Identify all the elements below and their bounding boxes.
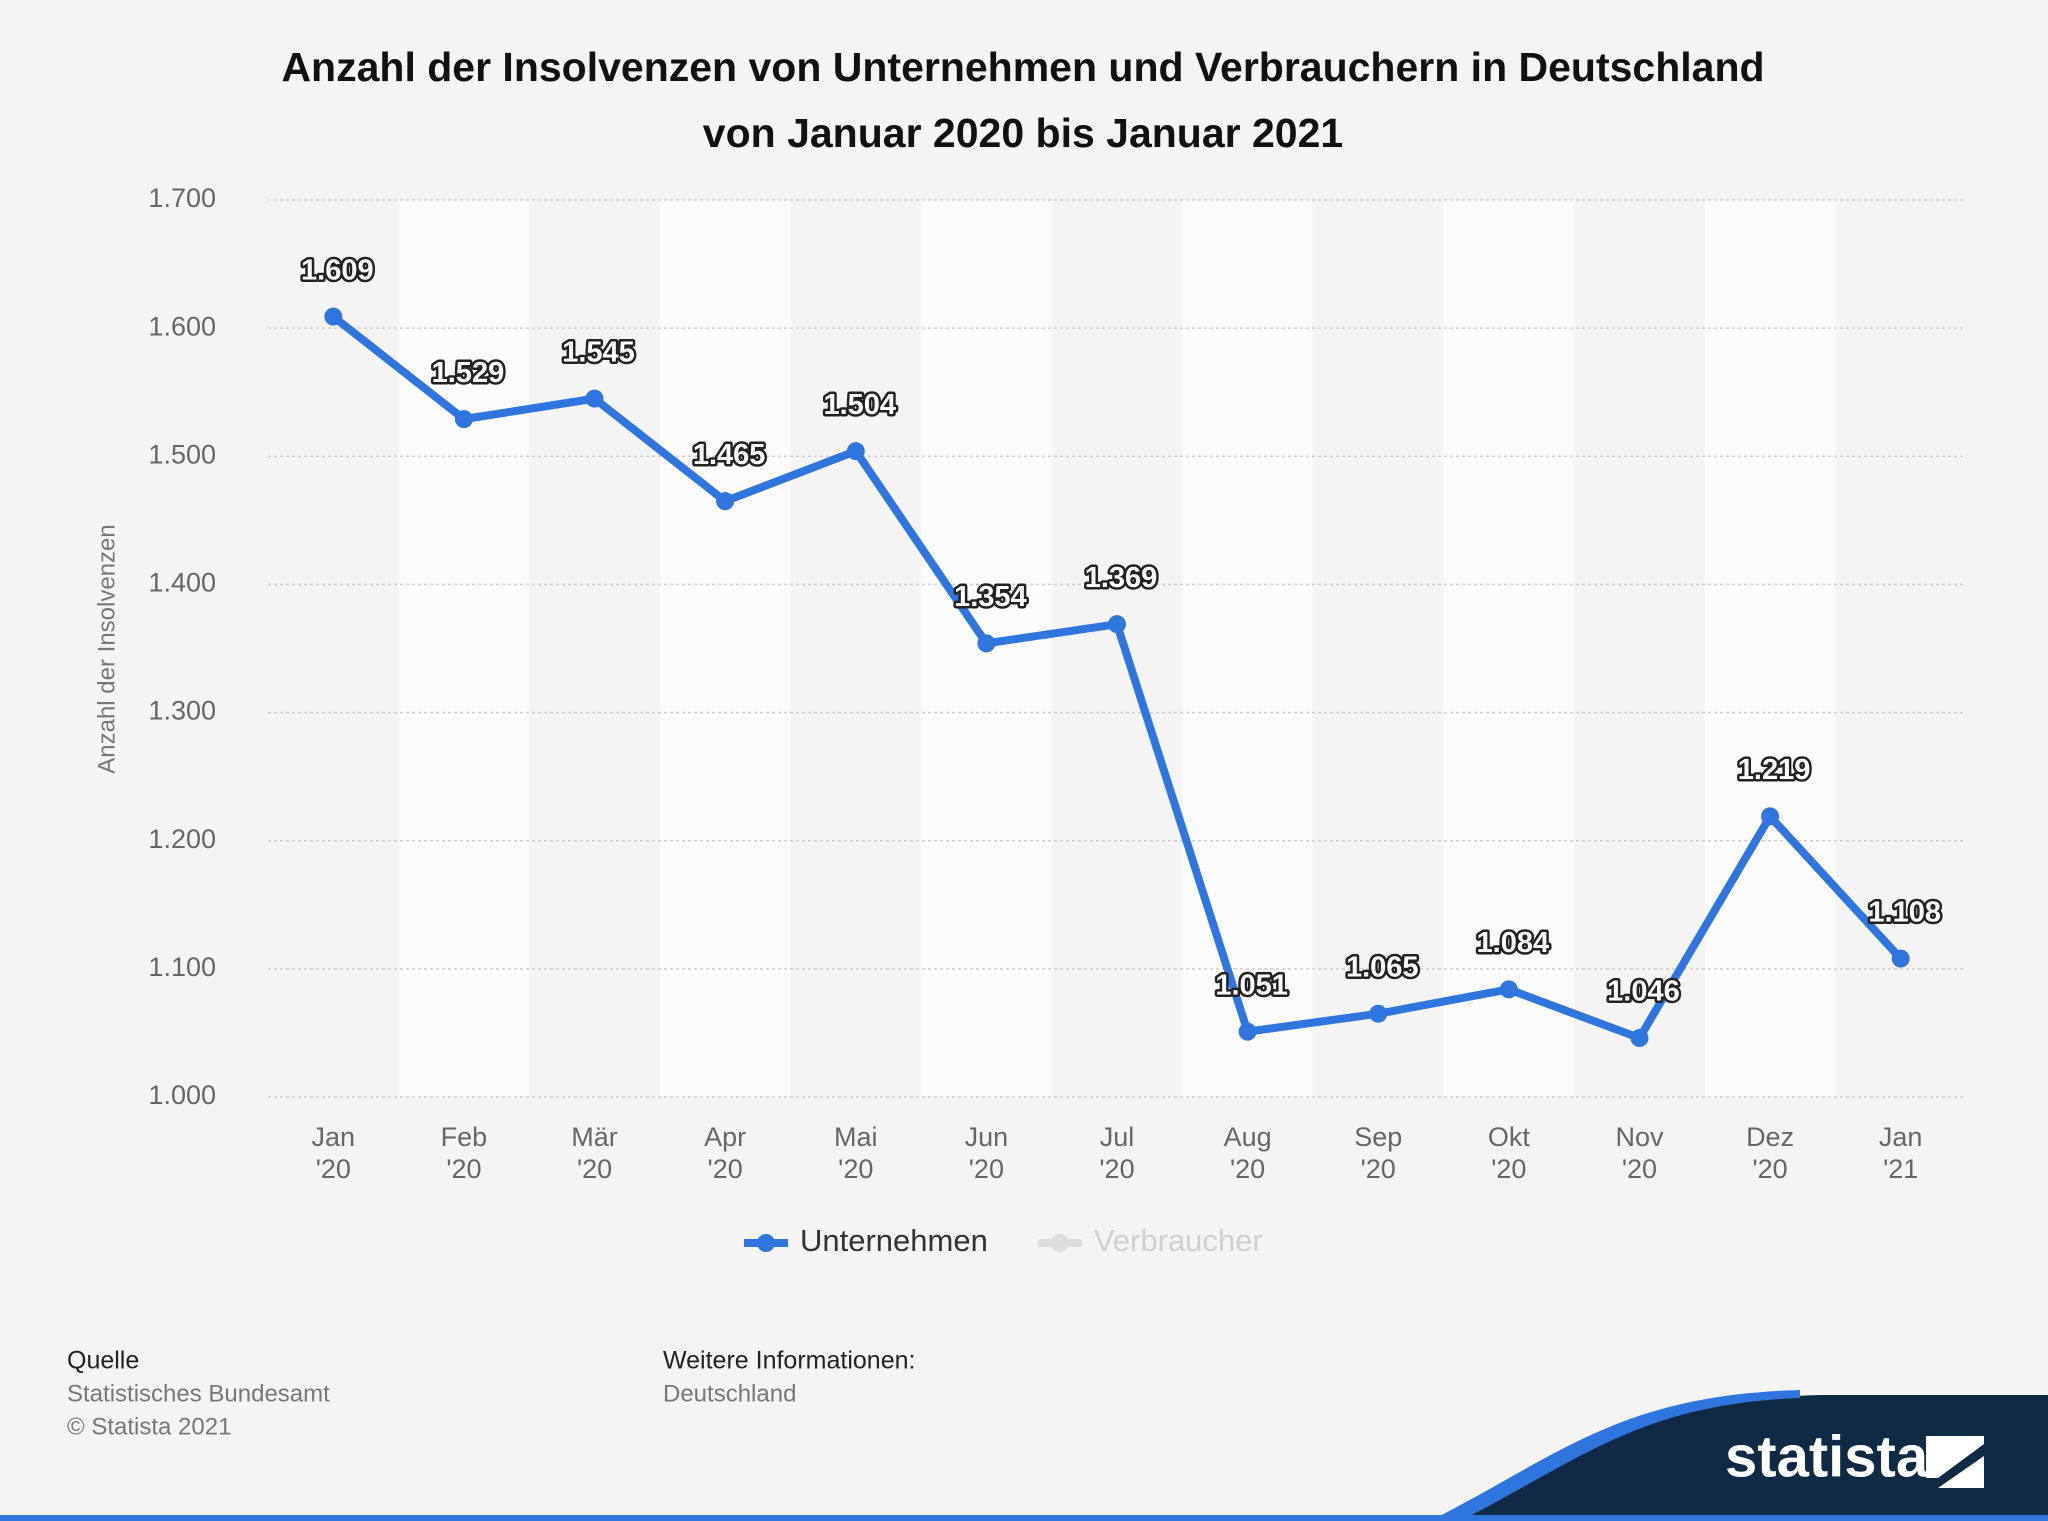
y-tick-label: 1.200 — [148, 824, 216, 854]
y-tick-label: 1.100 — [148, 952, 216, 982]
point — [1630, 1029, 1649, 1048]
value-label: 1.354 — [954, 581, 1027, 613]
x-tick-label: Feb '20 — [441, 1122, 488, 1184]
point — [454, 410, 473, 429]
column-band — [1443, 200, 1575, 1097]
value-label: 1.369 — [1085, 562, 1158, 594]
x-tick-label: Sep '20 — [1354, 1122, 1402, 1184]
column-band — [1182, 200, 1313, 1097]
point — [716, 492, 735, 511]
value-label: 1.529 — [432, 357, 505, 389]
chart-subtitle: von Januar 2020 bis Januar 2021 — [703, 110, 1343, 156]
value-label: 1.545 — [562, 336, 635, 368]
point — [324, 307, 343, 326]
value-label: 1.065 — [1346, 951, 1419, 983]
value-label: 1.465 — [693, 439, 766, 471]
x-tick-label: Jun '20 — [965, 1122, 1009, 1184]
value-label: 1.084 — [1477, 927, 1550, 959]
y-tick-label: 1.500 — [148, 439, 216, 469]
x-tick-label: Apr '20 — [704, 1122, 746, 1184]
logo-icon — [1926, 1436, 1984, 1488]
logo-accent — [1430, 1390, 1800, 1521]
logo-shape — [1450, 1395, 2048, 1521]
column-band — [1704, 200, 1836, 1097]
point — [1891, 949, 1910, 968]
value-label: 1.219 — [1738, 754, 1811, 786]
legend-marker — [1050, 1234, 1069, 1252]
point — [977, 634, 996, 653]
legend-label: Verbraucher — [1094, 1223, 1263, 1258]
point — [1369, 1004, 1388, 1023]
info-heading: Weitere Informationen: — [663, 1347, 915, 1375]
chart-title: Anzahl der Insolvenzen von Unternehmen u… — [281, 44, 1764, 90]
value-label: 1.051 — [1215, 969, 1288, 1001]
point — [1108, 615, 1126, 634]
value-label: 1.046 — [1607, 976, 1680, 1008]
value-label: 1.108 — [1868, 896, 1941, 928]
value-label: 1.609 — [301, 254, 374, 286]
x-tick-label: Aug '20 — [1224, 1122, 1272, 1184]
value-label: 1.504 — [823, 389, 896, 421]
logo-text: statista — [1725, 1424, 1929, 1489]
x-tick-label: Mai '20 — [834, 1122, 878, 1184]
y-tick-label: 1.000 — [148, 1080, 216, 1110]
y-tick-label: 1.400 — [148, 568, 216, 598]
legend-marker — [757, 1234, 775, 1252]
x-tick-label: Dez '20 — [1746, 1122, 1794, 1184]
source-heading: Quelle — [67, 1347, 139, 1375]
y-tick-label: 1.700 — [148, 183, 216, 213]
y-tick-label: 1.300 — [148, 696, 216, 726]
info-region: Deutschland — [663, 1380, 796, 1407]
x-tick-label: Mär '20 — [571, 1122, 618, 1184]
y-tick-label: 1.600 — [148, 311, 216, 341]
y-axis-label: Anzahl der Insolvenzen — [93, 524, 120, 774]
x-tick-label: Okt '20 — [1488, 1122, 1531, 1184]
point — [846, 442, 865, 461]
bottom-bar — [0, 1515, 2048, 1521]
point — [1499, 980, 1518, 999]
source-name: Statistisches Bundesamt — [67, 1380, 330, 1407]
column-band — [659, 200, 791, 1097]
x-tick-label: Jan '20 — [312, 1122, 356, 1184]
point — [585, 389, 604, 408]
column-band — [398, 200, 530, 1097]
legend-label: Unternehmen — [800, 1223, 988, 1258]
x-tick-label: Jan '21 — [1879, 1122, 1923, 1184]
point — [1761, 807, 1780, 826]
copyright: © Statista 2021 — [67, 1413, 231, 1440]
x-tick-label: Nov '20 — [1615, 1122, 1664, 1184]
point — [1238, 1022, 1257, 1041]
x-tick-label: Jul '20 — [1099, 1122, 1134, 1184]
